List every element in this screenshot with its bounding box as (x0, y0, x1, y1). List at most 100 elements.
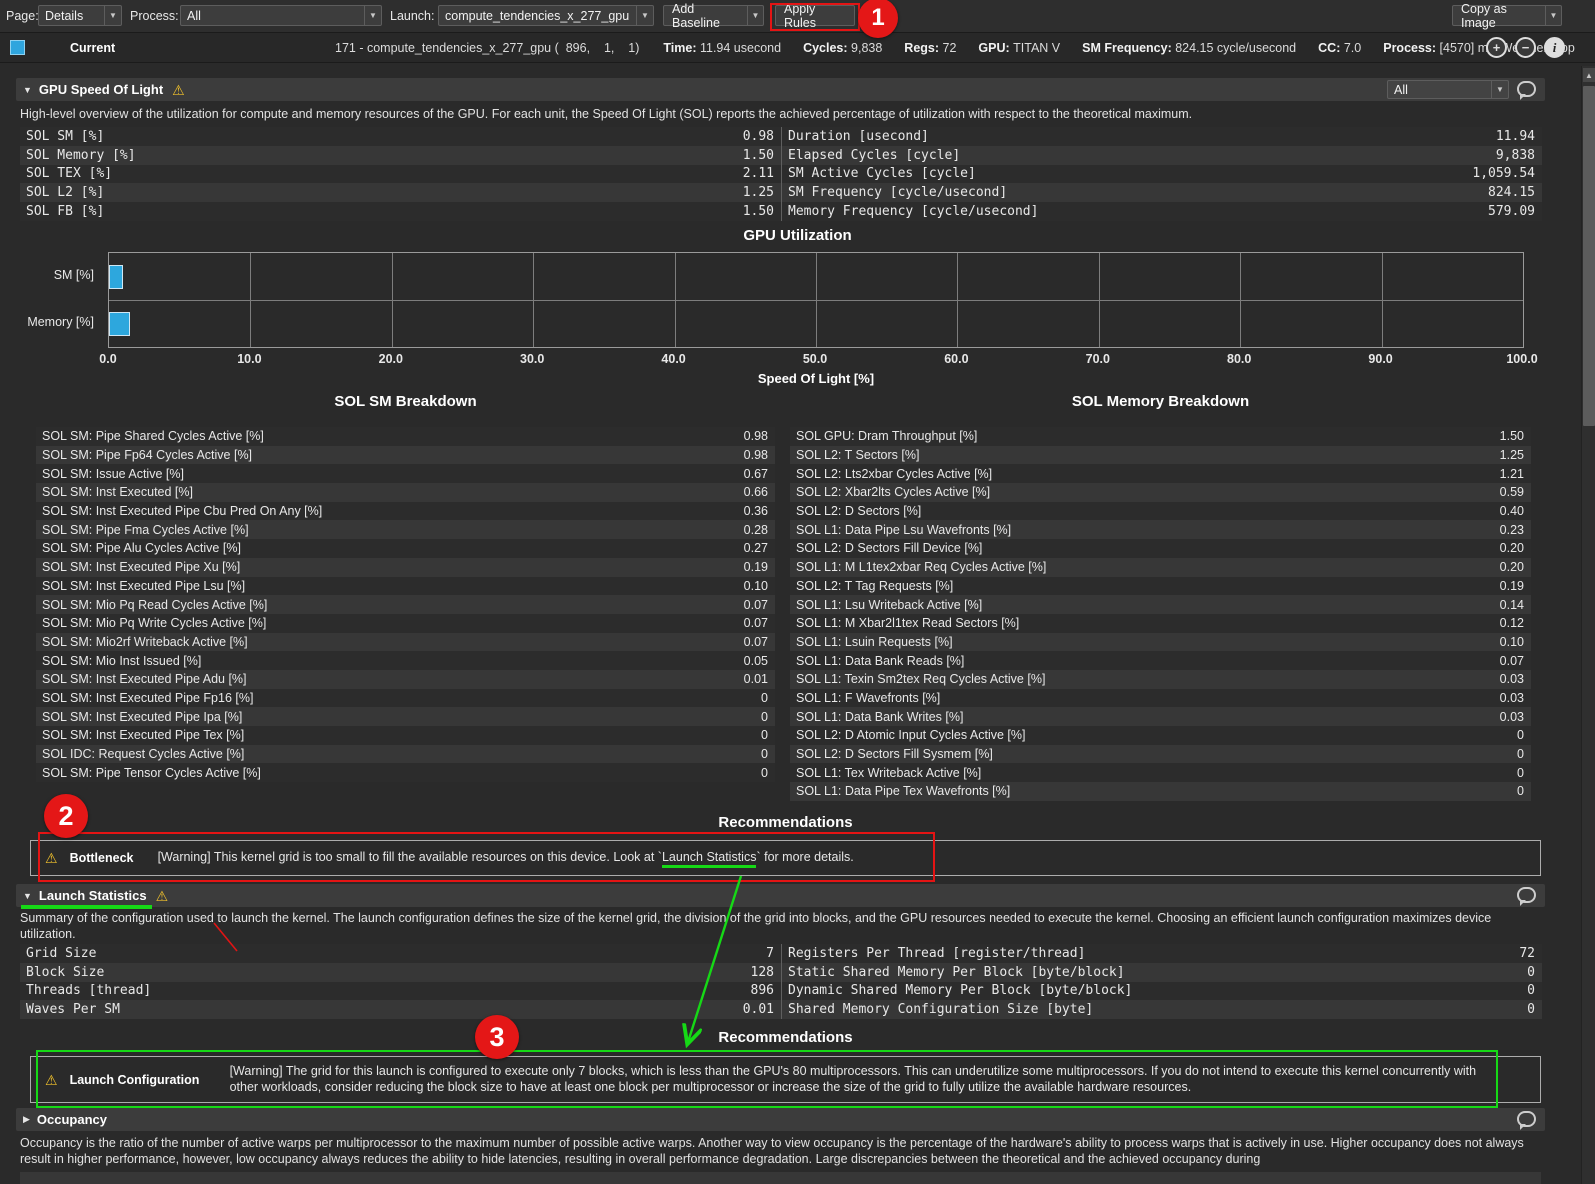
table-row[interactable]: SOL SM: Inst Executed Pipe Cbu Pred On A… (36, 501, 775, 521)
table-row[interactable]: SOL L1: M L1tex2xbar Req Cycles Active [… (790, 557, 1531, 577)
metric-value: 0 (761, 728, 768, 743)
table-row[interactable]: Threads [thread] 896 (20, 981, 781, 1001)
chevron-down-icon[interactable]: ▼ (636, 6, 653, 25)
zoom-out-icon[interactable]: − (1515, 37, 1536, 58)
section-header-launch-statistics[interactable]: ▼ Launch Statistics ⚠ (16, 884, 1545, 907)
table-row[interactable]: Static Shared Memory Per Block [byte/blo… (782, 962, 1542, 982)
table-row[interactable]: SOL L2: T Tag Requests [%] 0.19 (790, 576, 1531, 596)
table-row[interactable]: SOL FB [%] 1.50 (20, 202, 781, 221)
table-row[interactable]: SOL L2: D Sectors [%] 0.40 (790, 501, 1531, 521)
table-row[interactable]: SOL L2: D Sectors Fill Device [%] 0.20 (790, 539, 1531, 558)
table-row[interactable]: SOL L1: F Wavefronts [%] 0.03 (790, 688, 1531, 708)
collapse-arrow-icon[interactable]: ▼ (23, 890, 32, 901)
table-row[interactable]: SOL SM: Inst Executed Pipe Tex [%] 0 (36, 726, 775, 745)
table-row[interactable]: SOL SM: Mio Pq Write Cycles Active [%] 0.… (36, 613, 775, 633)
table-row[interactable]: SOL SM: Inst Executed Pipe Xu [%] 0.19 (36, 557, 775, 577)
table-row[interactable]: Waves Per SM 0.01 (20, 1000, 781, 1020)
launch-dropdown[interactable]: compute_tendencies_x_277_gpu ▼ (438, 5, 654, 26)
comment-icon[interactable] (1517, 1111, 1536, 1130)
table-row[interactable]: SOL SM: Pipe Alu Cycles Active [%] 0.27 (36, 539, 775, 558)
annotation-badge-1: 1 (858, 0, 898, 38)
table-row[interactable]: SOL L2: Xbar2lts Cycles Active [%] 0.59 (790, 483, 1531, 502)
recommendations-title: Recommendations (718, 814, 853, 831)
table-row[interactable]: Dynamic Shared Memory Per Block [byte/bl… (782, 981, 1542, 1001)
table-row[interactable]: Duration [usecond] 11.94 (782, 127, 1542, 146)
table-row[interactable]: Memory Frequency [cycle/usecond] 579.09 (782, 202, 1542, 221)
annotation-red-box-apply-rules (770, 3, 860, 31)
chevron-down-icon[interactable]: ▼ (364, 6, 381, 25)
table-row[interactable]: SOL L1: Data Pipe Lsu Wavefronts [%] 0.23 (790, 520, 1531, 540)
table-row[interactable]: SOL SM: Inst Executed Pipe Fp16 [%] 0 (36, 688, 775, 708)
vertical-scrollbar[interactable]: ▲ (1581, 66, 1595, 1184)
metric-label: SOL L1: M Xbar2l1tex Read Sectors [%] (796, 616, 1020, 631)
table-row[interactable]: SOL L1: Texin Sm2tex Req Cycles Active [… (790, 669, 1531, 689)
table-row[interactable]: SOL L1: Lsu Writeback Active [%] 0.14 (790, 595, 1531, 614)
table-row[interactable]: SOL L2: D Atomic Input Cycles Active [%]… (790, 726, 1531, 745)
metric-label: SOL Memory [%] (26, 147, 136, 163)
metric-label: SOL GPU: Dram Throughput [%] (796, 429, 978, 444)
section-header-gpu-speed-of-light[interactable]: ▼ GPU Speed Of Light ⚠ All ▼ (16, 78, 1545, 101)
report-header-bar: Current 171 - compute_tendencies_x_277_g… (0, 33, 1595, 63)
table-row[interactable]: SOL L2: T Sectors [%] 1.25 (790, 445, 1531, 465)
table-row[interactable]: SOL IDC: Request Cycles Active [%] 0 (36, 744, 775, 764)
collapse-arrow-icon[interactable]: ▼ (23, 84, 32, 95)
table-row[interactable]: SOL L2 [%] 1.25 (20, 183, 781, 203)
table-row[interactable]: SOL L1: M Xbar2l1tex Read Sectors [%] 0.1… (790, 613, 1531, 633)
chevron-down-icon[interactable]: ▼ (1491, 81, 1508, 98)
expand-arrow-icon[interactable]: ▶ (23, 1114, 30, 1124)
table-row[interactable]: SOL SM: Pipe Tensor Cycles Active [%] 0 (36, 763, 775, 783)
launch-statistics-link[interactable]: Launch Statistics (661, 850, 757, 869)
table-row[interactable]: SOL SM: Inst Executed [%] 0.66 (36, 483, 775, 502)
zoom-in-icon[interactable]: + (1486, 37, 1507, 58)
section-header-occupancy[interactable]: ▶ Occupancy (16, 1108, 1545, 1131)
table-row[interactable]: Registers Per Thread [register/thread] 72 (782, 944, 1542, 963)
metric-value: 0 (1517, 747, 1524, 762)
copy-as-image-button[interactable]: Copy as Image (1452, 2, 1546, 30)
table-row[interactable]: SOL SM: Issue Active [%] 0.67 (36, 464, 775, 484)
table-row[interactable]: SOL SM: Inst Executed Pipe Lsu [%] 0.10 (36, 576, 775, 596)
table-row[interactable]: SM Frequency [cycle/usecond] 824.15 (782, 183, 1542, 203)
table-row[interactable]: SOL SM: Mio Pq Read Cycles Active [%] 0.0… (36, 595, 775, 614)
metric-value: 128 (750, 964, 774, 980)
table-row[interactable]: Shared Memory Configuration Size [byte] 0 (782, 1000, 1542, 1020)
scrollbar-thumb[interactable] (1583, 86, 1595, 426)
table-row[interactable]: SOL TEX [%] 2.11 (20, 164, 781, 184)
metric-value: 0.14 (1499, 597, 1524, 612)
table-row[interactable]: SOL L1: Tex Writeback Active [%] 0 (790, 763, 1531, 783)
table-row[interactable]: SOL SM [%] 0.98 (20, 127, 781, 146)
table-row[interactable]: SOL L1: Data Bank Writes [%] 0.03 (790, 707, 1531, 726)
process-dropdown[interactable]: All ▼ (180, 5, 382, 26)
table-row[interactable]: SOL Memory [%] 1.50 (20, 145, 781, 165)
table-row[interactable]: SOL L2: D Sectors Fill Sysmem [%] 0 (790, 744, 1531, 764)
section-filter-dropdown[interactable]: All ▼ (1387, 80, 1509, 99)
add-baseline-button[interactable]: Add Baseline (663, 2, 748, 30)
page-dropdown[interactable]: Details ▼ (38, 5, 122, 26)
table-row[interactable]: SOL L1: Data Bank Reads [%] 0.07 (790, 651, 1531, 670)
table-row[interactable]: SOL L2: Lts2xbar Cycles Active [%] 1.21 (790, 464, 1531, 484)
metric-label: SOL SM: Pipe Tensor Cycles Active [%] (42, 765, 261, 780)
table-row[interactable]: Elapsed Cycles [cycle] 9,838 (782, 145, 1542, 165)
comment-icon[interactable] (1517, 81, 1536, 100)
launch-table-right: Registers Per Thread [register/thread] 72… (781, 944, 1542, 1020)
table-row[interactable]: SOL SM: Inst Executed Pipe Adu [%] 0.01 (36, 669, 775, 689)
chevron-down-icon[interactable]: ▼ (104, 6, 121, 25)
comment-icon[interactable] (1517, 887, 1536, 906)
table-row[interactable]: SOL SM: Mio Inst Issued [%] 0.05 (36, 651, 775, 670)
table-row[interactable]: Block Size 128 (20, 962, 781, 982)
table-row[interactable]: Grid Size 7 (20, 944, 781, 963)
table-row[interactable]: SOL GPU: Dram Throughput [%] 1.50 (790, 427, 1531, 446)
table-row[interactable]: SOL SM: Pipe Shared Cycles Active [%] 0.9… (36, 427, 775, 446)
table-row[interactable]: SOL SM: Pipe Fp64 Cycles Active [%] 0.98 (36, 445, 775, 465)
table-row[interactable]: SOL SM: Mio2rf Writeback Active [%] 0.07 (36, 632, 775, 652)
add-baseline-dropdown-icon[interactable]: ▼ (748, 5, 764, 26)
table-row[interactable]: SOL SM: Inst Executed Pipe Ipa [%] 0 (36, 707, 775, 726)
sol-table-right: Duration [usecond] 11.94 Elapsed Cycles [c… (781, 127, 1542, 221)
table-row[interactable]: SOL L1: Data Pipe Tex Wavefronts [%] 0 (790, 782, 1531, 801)
copy-as-image-dropdown-icon[interactable]: ▼ (1546, 5, 1562, 26)
table-row[interactable]: SM Active Cycles [cycle] 1,059.54 (782, 164, 1542, 184)
metric-value: 0 (761, 690, 768, 705)
table-row[interactable]: SOL SM: Pipe Fma Cycles Active [%] 0.28 (36, 520, 775, 540)
info-icon[interactable]: i (1544, 37, 1565, 58)
table-row[interactable]: SOL L1: Lsuin Requests [%] 0.10 (790, 632, 1531, 652)
scroll-up-icon[interactable]: ▲ (1583, 68, 1595, 82)
